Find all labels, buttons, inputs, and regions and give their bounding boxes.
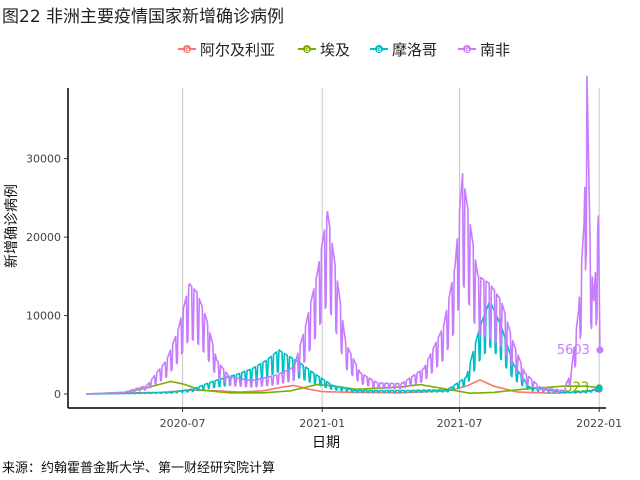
y-tick-label-0: 0 (54, 388, 61, 401)
legend-label-south-africa: 南非 (480, 40, 511, 59)
legend-item-algeria: a 阿尔及利亚 (176, 38, 275, 60)
legend-key-algeria-icon: a (176, 38, 198, 60)
chart-legend: a 阿尔及利亚 a 埃及 a 摩洛哥 a 南非 (0, 38, 640, 62)
svg-text:a: a (377, 45, 382, 54)
y-tick-label-1: 10000 (26, 310, 61, 323)
x-tick-label-2: 2021-07 (437, 417, 483, 430)
source-note: 来源：约翰霍普金斯大学、第一财经研究院计算 (2, 461, 276, 476)
series-line-algeria (86, 379, 600, 395)
series-end-point-morocco (595, 385, 603, 393)
legend-label-morocco: 摩洛哥 (392, 40, 438, 59)
series-line-morocco (86, 301, 600, 395)
legend-label-algeria: 阿尔及利亚 (200, 40, 276, 59)
svg-text:a: a (465, 45, 470, 54)
legend-item-south-africa: a 南非 (456, 38, 510, 60)
series-line-south_africa (86, 75, 601, 395)
x-axis-title: 日期 (312, 435, 340, 451)
chart-title: 图22 非洲主要疫情国家新增确诊病例 (2, 7, 285, 27)
series-end-point-south_africa (596, 346, 604, 354)
legend-key-egypt-icon: a (296, 38, 318, 60)
y-axis-title: 新增确诊病例 (4, 184, 20, 268)
legend-key-morocco-icon: a (368, 38, 390, 60)
y-tick-label-2: 20000 (26, 231, 61, 244)
series-end-label-south_africa: 5603 (557, 343, 590, 358)
legend-item-morocco: a 摩洛哥 (368, 38, 437, 60)
legend-item-egypt: a 埃及 (296, 38, 350, 60)
x-tick-label-0: 2020-07 (160, 417, 206, 430)
svg-text:a: a (185, 45, 190, 54)
x-tick-label-3: 2022-01 (576, 417, 622, 430)
legend-key-south-africa-icon: a (456, 38, 478, 60)
legend-label-egypt: 埃及 (320, 40, 351, 59)
y-axis-title-text: 新增确诊病例 (4, 184, 20, 268)
x-tick-label-1: 2021-01 (299, 417, 345, 430)
svg-text:a: a (305, 45, 310, 54)
y-tick-label-3: 30000 (26, 153, 61, 166)
